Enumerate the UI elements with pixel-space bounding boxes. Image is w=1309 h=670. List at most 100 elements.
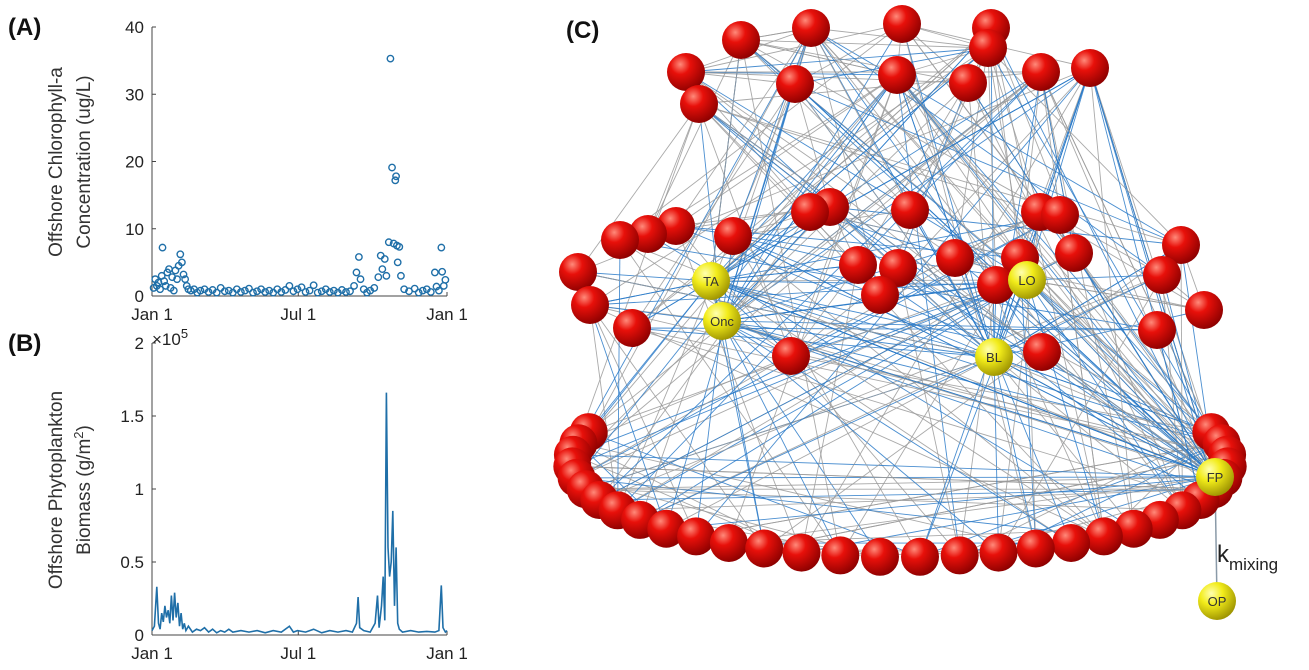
figure: TAOncLOBLFPOP 010203040Jan 1Jul 1Jan 1(A… <box>0 0 1309 670</box>
network-edge <box>711 281 1104 536</box>
network-node <box>1023 333 1061 371</box>
data-point <box>159 244 165 250</box>
y-tick-label: 1.5 <box>120 407 144 426</box>
network-node <box>745 530 783 568</box>
y-tick-label: 0 <box>135 626 144 645</box>
y-tick-label: 30 <box>125 85 144 104</box>
network-node <box>714 217 752 255</box>
network-node <box>1085 517 1123 555</box>
y-axis-label: Concentration (ug/L) <box>74 75 95 248</box>
y-tick-label: 0 <box>135 287 144 306</box>
network-edge <box>1090 68 1134 529</box>
data-point <box>250 289 256 295</box>
node-label: Onc <box>710 314 734 329</box>
x-tick-label: Jul 1 <box>280 644 316 663</box>
network-node <box>792 9 830 47</box>
node-label: TA <box>703 274 719 289</box>
x-tick-label: Jan 1 <box>131 305 173 324</box>
network-node <box>1041 196 1079 234</box>
network-node <box>1055 234 1093 272</box>
network-node <box>936 239 974 277</box>
annotation-subscript: mixing <box>1229 555 1278 574</box>
x-tick-label: Jan 1 <box>426 305 468 324</box>
network-node <box>1022 53 1060 91</box>
data-point <box>357 276 363 282</box>
x-tick-label: Jan 1 <box>426 644 468 663</box>
data-point <box>353 269 359 275</box>
node-label: LO <box>1018 273 1035 288</box>
network-node <box>791 193 829 231</box>
y-axis-label-text: Biomass (g/m <box>74 439 95 555</box>
network-node <box>1138 311 1176 349</box>
network-node <box>980 534 1018 572</box>
network-edge <box>696 321 722 536</box>
data-point <box>398 273 404 279</box>
network-node <box>613 309 651 347</box>
data-point <box>379 266 385 272</box>
network-edge <box>586 477 1215 489</box>
y-tick-label: 1 <box>135 480 144 499</box>
node-label: BL <box>986 350 1002 365</box>
network-node <box>677 517 715 555</box>
data-point <box>387 55 393 61</box>
data-line <box>152 393 447 633</box>
network-node <box>776 65 814 103</box>
y-axis-label: Biomass (g/m2) <box>71 425 95 555</box>
network-edge <box>578 356 791 443</box>
network-node <box>571 286 609 324</box>
network-node <box>883 5 921 43</box>
network-edge <box>741 40 1215 477</box>
network-node <box>1052 524 1090 562</box>
y-tick-label: 20 <box>125 153 144 172</box>
data-point <box>383 273 389 279</box>
network-node <box>901 538 939 576</box>
panel-label: (C) <box>566 17 599 44</box>
network-node <box>891 191 929 229</box>
data-point <box>302 289 308 295</box>
network-node <box>878 56 916 94</box>
network-node <box>722 21 760 59</box>
data-point <box>314 289 320 295</box>
network-node <box>969 29 1007 67</box>
y-axis-label-end: ) <box>74 425 95 431</box>
network-node <box>1017 530 1055 568</box>
y-tick-label: 40 <box>125 18 144 37</box>
network-node <box>601 221 639 259</box>
network-node <box>710 524 748 562</box>
network-node <box>783 534 821 572</box>
network-node <box>1143 256 1181 294</box>
node-label: FP <box>1207 470 1224 485</box>
network-node <box>559 253 597 291</box>
panel-label: (B) <box>8 330 41 357</box>
network-edge <box>589 72 1041 432</box>
y-axis-label-sup: 2 <box>71 431 86 438</box>
y-tick-label: 10 <box>125 220 144 239</box>
network-node <box>949 64 987 102</box>
y-axis-label: Offshore Chlorophyll-a <box>46 67 67 257</box>
network-node <box>861 538 899 576</box>
y-multiplier-power: 5 <box>181 326 188 341</box>
data-point <box>442 277 448 283</box>
data-point <box>375 274 381 280</box>
network-node <box>821 536 859 574</box>
data-point <box>394 259 400 265</box>
y-multiplier: ×105 <box>152 326 188 349</box>
network-node <box>1071 49 1109 87</box>
network-edge <box>618 72 1041 510</box>
x-tick-label: Jan 1 <box>131 644 173 663</box>
network-edge <box>960 285 996 555</box>
y-tick-label: 0.5 <box>120 553 144 572</box>
data-point <box>356 254 362 260</box>
data-point <box>432 269 438 275</box>
network-node <box>941 536 979 574</box>
annotation: kmixing <box>1217 541 1278 574</box>
y-axis-label: Offshore Phytoplankton <box>46 391 67 589</box>
y-multiplier-base: ×10 <box>152 330 181 349</box>
data-point <box>177 251 183 257</box>
data-point <box>438 244 444 250</box>
panel-label: (A) <box>8 14 41 41</box>
network-node <box>680 85 718 123</box>
data-point <box>351 283 357 289</box>
x-tick-label: Jul 1 <box>280 305 316 324</box>
network-edge <box>994 357 998 553</box>
